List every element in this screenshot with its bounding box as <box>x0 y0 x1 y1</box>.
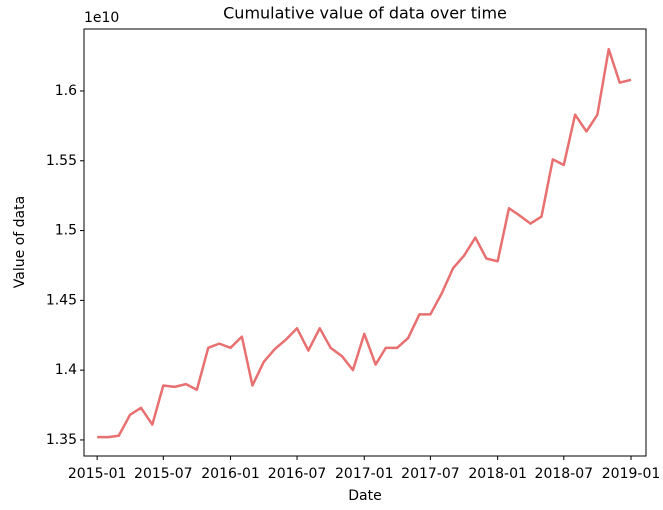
y-tick-label: 1.6 <box>55 83 77 99</box>
x-tick-label: 2016-01 <box>201 466 260 482</box>
x-tick-label: 2019-01 <box>602 466 661 482</box>
x-axis-label: Date <box>348 488 381 504</box>
x-tick-label: 2018-07 <box>535 466 594 482</box>
y-tick-label: 1.45 <box>46 292 77 308</box>
x-tick-label: 2015-01 <box>68 466 127 482</box>
x-tick-label: 2018-01 <box>468 466 527 482</box>
plot-frame <box>83 28 647 457</box>
y-axis-label: Value of data <box>12 196 28 288</box>
y-tick-label: 1.5 <box>55 223 77 239</box>
x-tick-label: 2017-07 <box>401 466 460 482</box>
y-tick-label: 1.55 <box>46 153 77 169</box>
chart-title: Cumulative value of data over time <box>223 4 507 23</box>
y-tick-label: 1.4 <box>55 362 77 378</box>
x-tick-label: 2015-07 <box>134 466 193 482</box>
y-offset-label: 1e10 <box>84 10 119 26</box>
data-line <box>97 47 632 439</box>
x-tick-label: 2017-01 <box>335 466 394 482</box>
y-tick-label: 1.35 <box>46 432 77 448</box>
x-tick-label: 2016-07 <box>268 466 327 482</box>
